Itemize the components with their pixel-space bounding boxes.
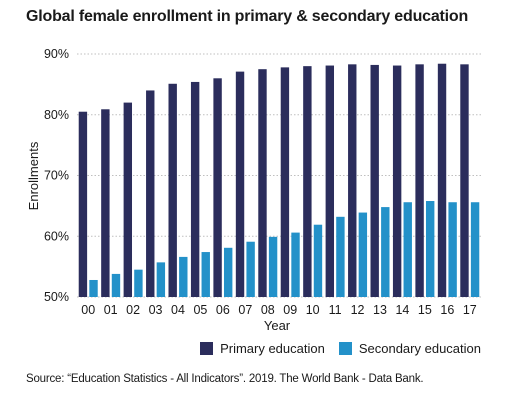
bar-primary-09 xyxy=(280,67,290,298)
x-tick-labels: 00 01 02 03 04 05 06 07 08 09 10 11 12 13 14 15 16 17 xyxy=(81,303,477,317)
bar-secondary-16 xyxy=(448,202,457,297)
x-tick-label: 14 xyxy=(395,303,409,317)
x-tick-label: 05 xyxy=(193,303,207,317)
bar-primary-15 xyxy=(415,64,424,297)
x-tick-label: 10 xyxy=(306,303,320,317)
bar-secondary-00 xyxy=(89,279,98,297)
x-tick-label: 08 xyxy=(261,303,275,317)
bar-secondary-10 xyxy=(313,224,323,297)
x-tick-label: 03 xyxy=(149,303,163,317)
bar-primary-17 xyxy=(460,64,469,297)
legend-item-primary: Primary education xyxy=(200,341,325,356)
x-tick-label: 09 xyxy=(283,303,297,317)
bar-primary-05 xyxy=(190,81,200,297)
bar-secondary-11 xyxy=(336,216,345,297)
bar-primary-07 xyxy=(235,71,245,298)
y-tick-label: 70% xyxy=(44,169,69,183)
y-tick-labels: 50% 60% 70% 80% 90% xyxy=(44,47,69,304)
bar-secondary-12 xyxy=(358,212,368,297)
bar-primary-10 xyxy=(303,66,312,298)
x-axis-label: Year xyxy=(264,318,291,333)
bar-secondary-02 xyxy=(134,269,143,297)
x-tick-label: 17 xyxy=(463,303,477,317)
bar-secondary-06 xyxy=(223,247,233,297)
x-tick-label: 13 xyxy=(373,303,387,317)
y-tick-label: 80% xyxy=(44,108,69,122)
y-tick-label: 90% xyxy=(44,47,69,61)
bar-secondary-15 xyxy=(425,201,435,297)
bar-secondary-01 xyxy=(111,273,121,297)
bar-primary-11 xyxy=(325,65,335,297)
bar-primary-13 xyxy=(370,64,379,298)
x-tick-label: 12 xyxy=(351,303,365,317)
y-tick-label: 50% xyxy=(44,290,69,304)
x-tick-label: 01 xyxy=(104,303,118,317)
bar-secondary-09 xyxy=(291,232,300,297)
x-tick-label: 04 xyxy=(171,303,185,317)
x-tick-label: 06 xyxy=(216,303,230,317)
bar-primary-04 xyxy=(168,83,177,298)
bar-primary-12 xyxy=(348,64,357,297)
legend-swatch-primary xyxy=(200,342,214,355)
bar-secondary-13 xyxy=(381,207,390,297)
source-note: Source: “Education Statistics - All Indi… xyxy=(26,373,424,385)
bar-secondary-07 xyxy=(246,241,255,297)
x-tick-label: 11 xyxy=(329,303,342,317)
bars xyxy=(78,63,480,298)
bar-secondary-17 xyxy=(470,202,480,297)
x-tick-label: 15 xyxy=(418,303,432,317)
x-tick-label: 07 xyxy=(238,303,252,317)
legend-label-secondary: Secondary education xyxy=(358,341,481,356)
y-tick-label: 60% xyxy=(44,229,69,243)
bar-primary-01 xyxy=(101,109,110,297)
bar-primary-08 xyxy=(258,69,267,297)
x-tick-label: 02 xyxy=(126,303,140,317)
bar-primary-00 xyxy=(78,111,88,298)
x-tick-label: 16 xyxy=(440,303,454,317)
bar-secondary-08 xyxy=(268,236,278,297)
legend-swatch-secondary xyxy=(338,342,352,355)
legend-item-secondary: Secondary education xyxy=(338,341,481,356)
legend: Primary education Secondary education xyxy=(186,341,481,356)
bar-primary-03 xyxy=(146,90,155,297)
y-axis-label: Enrollments xyxy=(26,141,41,210)
x-tick-label: 00 xyxy=(81,303,95,317)
legend-label-primary: Primary education xyxy=(220,341,325,356)
bar-secondary-14 xyxy=(403,202,412,297)
bar-primary-06 xyxy=(213,78,222,297)
grid-lines xyxy=(77,53,481,298)
bar-secondary-03 xyxy=(156,262,166,297)
bar-secondary-05 xyxy=(201,252,210,297)
bar-secondary-04 xyxy=(179,256,188,297)
bar-primary-16 xyxy=(437,63,447,297)
bar-primary-14 xyxy=(392,65,402,297)
bar-primary-02 xyxy=(123,102,133,297)
chart-title: Global female enrollment in primary & se… xyxy=(26,8,469,25)
